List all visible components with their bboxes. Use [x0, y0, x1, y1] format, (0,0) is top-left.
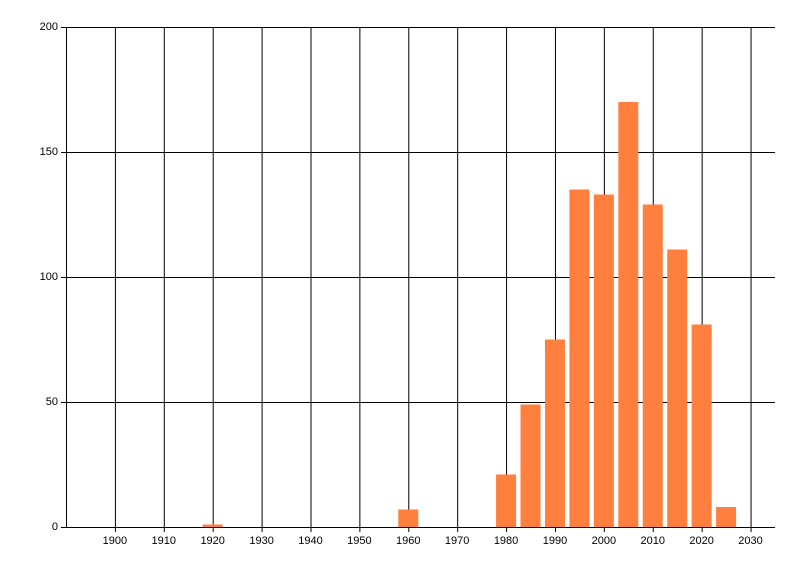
- bar: [202, 524, 223, 527]
- bar: [569, 189, 590, 527]
- x-tick-label: 1990: [543, 535, 567, 547]
- bar: [691, 324, 712, 527]
- x-tick-label: 1970: [445, 535, 469, 547]
- axes: 0 50 100 150 200 1900 1910 1920 1930 1940 1950 1960…: [40, 21, 775, 547]
- x-tick-label: 1980: [494, 535, 518, 547]
- bar: [642, 204, 663, 527]
- bar: [593, 194, 614, 527]
- bar: [398, 509, 419, 527]
- x-tick-label: 1930: [249, 535, 273, 547]
- y-tick-label: 0: [52, 521, 58, 533]
- grid: [66, 27, 775, 528]
- x-tick-label: 1920: [200, 535, 224, 547]
- x-tick-label: 1960: [396, 535, 420, 547]
- x-tick-label: 1940: [298, 535, 322, 547]
- x-tick-label: 2010: [641, 535, 665, 547]
- bars: [202, 102, 737, 527]
- y-tick-label: 50: [46, 396, 58, 408]
- bar: [667, 249, 688, 527]
- bar: [618, 102, 639, 527]
- bar: [544, 339, 565, 527]
- bar: [496, 474, 517, 527]
- y-tick-label: 100: [40, 271, 58, 283]
- y-tick-label: 200: [40, 21, 58, 33]
- x-tick-label: 1900: [103, 535, 127, 547]
- x-tick-label: 2030: [738, 535, 762, 547]
- y-tick-label: 150: [40, 146, 58, 158]
- x-tick-label: 2020: [689, 535, 713, 547]
- bar: [716, 507, 737, 527]
- x-tick-label: 1910: [152, 535, 176, 547]
- x-tick-label: 2000: [592, 535, 616, 547]
- x-tick-label: 1950: [347, 535, 371, 547]
- bar: [520, 404, 541, 527]
